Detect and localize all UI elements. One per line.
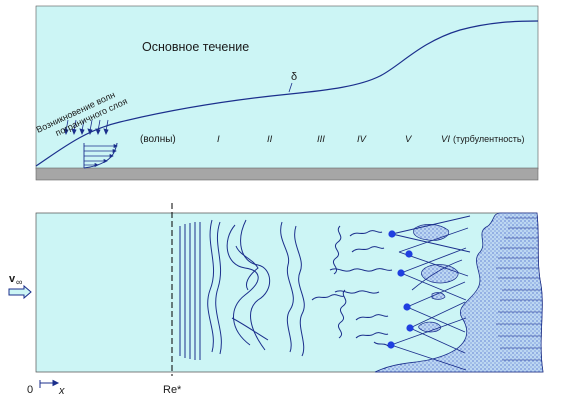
- wave-origin-arrows: [63, 119, 109, 135]
- stage-label-4: IV: [357, 134, 368, 145]
- main-flow-label: Основное течение: [142, 40, 249, 54]
- velocity-arrow-icon: [8, 284, 32, 300]
- stage-label-1: I: [217, 134, 220, 145]
- velocity-profile: [83, 142, 118, 169]
- stage-label-3: III: [317, 134, 325, 145]
- turbulent-spots: [413, 224, 459, 333]
- turbulent-region: [374, 212, 544, 373]
- stage-label-6: VI: [441, 134, 450, 145]
- velocity-label: v: [9, 273, 16, 285]
- wall-plate: [35, 167, 539, 181]
- stage-label-5: V: [405, 134, 413, 145]
- delta-label: δ: [291, 71, 297, 83]
- stage-waves-label: (волны): [140, 134, 176, 145]
- wave-lines-straight: [179, 222, 201, 360]
- delta-pointer: [288, 82, 293, 93]
- top-panel: Основное течение δ Возникновение волн по…: [35, 5, 539, 181]
- bottom-panel: v ∞ 0 x Re*: [8, 203, 544, 397]
- x-axis-label: x: [58, 385, 65, 397]
- vortex-dots: [387, 230, 414, 349]
- streak-lines: [496, 217, 542, 361]
- wave-lines-curly: [311, 225, 393, 347]
- turbulence-label: (турбулентность): [453, 134, 525, 144]
- wave-lines-wavy: [207, 219, 305, 357]
- boundary-layer-edge: [35, 20, 539, 167]
- stage-label-2: II: [267, 134, 273, 145]
- vortex-lines: [390, 215, 471, 371]
- top-panel-fluid: [35, 5, 539, 170]
- reynolds-label: Re*: [163, 384, 182, 396]
- x-axis-arrow: [39, 379, 60, 388]
- origin-label: 0: [27, 384, 33, 396]
- velocity-subscript: ∞: [16, 277, 22, 287]
